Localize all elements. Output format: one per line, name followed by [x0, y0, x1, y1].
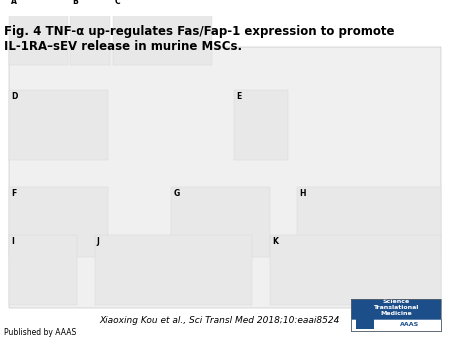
Text: G: G — [173, 189, 180, 198]
Text: K: K — [272, 237, 278, 246]
FancyBboxPatch shape — [234, 90, 288, 160]
FancyBboxPatch shape — [9, 187, 108, 257]
Text: Xiaoxing Kou et al., Sci Transl Med 2018;10:eaai8524: Xiaoxing Kou et al., Sci Transl Med 2018… — [99, 316, 339, 325]
FancyBboxPatch shape — [94, 235, 252, 305]
FancyBboxPatch shape — [356, 319, 373, 329]
Text: J: J — [97, 237, 99, 246]
Text: Fig. 4 TNF-α up-regulates Fas/Fap-1 expression to promote IL-1RA–sEV release in : Fig. 4 TNF-α up-regulates Fas/Fap-1 expr… — [4, 25, 395, 53]
FancyBboxPatch shape — [270, 235, 441, 305]
FancyBboxPatch shape — [70, 0, 110, 65]
Text: F: F — [11, 189, 17, 198]
Text: A: A — [11, 0, 17, 5]
Text: D: D — [11, 92, 18, 101]
FancyBboxPatch shape — [351, 299, 441, 319]
FancyBboxPatch shape — [297, 187, 441, 257]
FancyBboxPatch shape — [9, 235, 77, 305]
FancyBboxPatch shape — [351, 319, 441, 331]
FancyBboxPatch shape — [9, 0, 68, 65]
Text: I: I — [11, 237, 14, 246]
FancyBboxPatch shape — [112, 0, 212, 65]
Text: Science
Translational
Medicine: Science Translational Medicine — [374, 299, 419, 316]
FancyBboxPatch shape — [9, 47, 441, 308]
Text: AAAS: AAAS — [400, 322, 419, 327]
FancyBboxPatch shape — [171, 187, 270, 257]
Text: C: C — [115, 0, 121, 5]
Text: B: B — [72, 0, 78, 5]
FancyBboxPatch shape — [9, 90, 108, 160]
Text: H: H — [299, 189, 306, 198]
Text: E: E — [236, 92, 242, 101]
Text: Published by AAAS: Published by AAAS — [4, 328, 77, 337]
